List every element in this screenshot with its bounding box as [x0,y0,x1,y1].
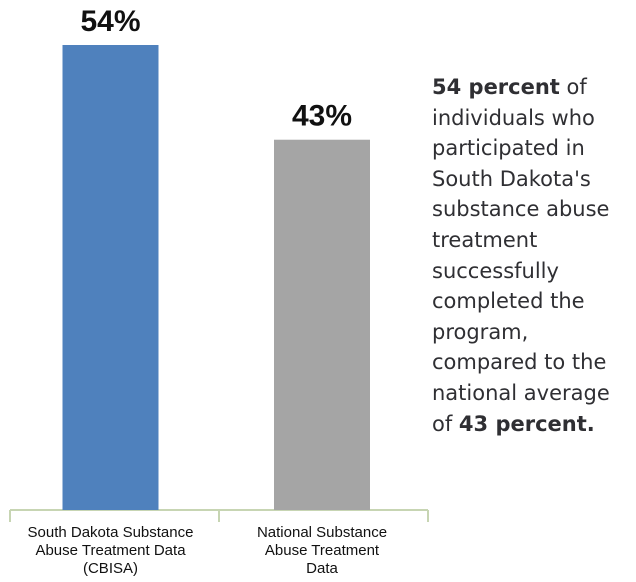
description-line-12: of 43 percent. [432,409,636,440]
category-label-2-line-3: Data [306,560,338,577]
description-line-9: program, [432,317,636,348]
description-run: South Dakota's [432,166,591,191]
description-text: 54 percent of individuals who participated… [432,72,636,439]
description-line-10: compared to the [432,347,636,378]
description-line-7: successfully [432,256,636,287]
description-line-4: South Dakota's [432,164,636,195]
description-line-6: treatment [432,225,636,256]
description-run: substance abuse [432,197,610,222]
description-run: participated in [432,136,585,161]
category-label-1-line-2: Abuse Treatment Data [35,542,186,559]
bar-2 [274,139,370,510]
description-emphasis: 43 percent. [458,411,595,436]
category-label-1-line-3: (CBISA) [83,560,138,577]
description-line-3: participated in [432,133,636,164]
description-run: completed the [432,289,585,314]
description-run: program, [432,319,529,344]
description-line-1: 54 percent of [432,72,636,103]
description-line-2: individuals who [432,103,636,134]
description-line-5: substance abuse [432,194,636,225]
description-line-8: completed the [432,286,636,317]
description-run: successfully [432,258,559,283]
description-run: treatment [432,227,538,252]
description-emphasis: 54 percent [432,75,560,99]
description-line-11: national average [432,378,636,409]
description-run: of [432,411,459,436]
category-label-2-line-2: Abuse Treatment [265,542,380,559]
description-run: compared to the [432,350,607,375]
description-run: national average [432,380,610,405]
category-label-2-line-1: National Substance [257,524,387,541]
category-label-1-line-1: South Dakota Substance [28,524,194,541]
bar-1 [62,45,159,510]
data-label-1: 54% [80,5,140,38]
description-run: individuals who [432,105,595,130]
description-run: of [559,75,587,99]
data-label-2: 43% [292,100,352,133]
